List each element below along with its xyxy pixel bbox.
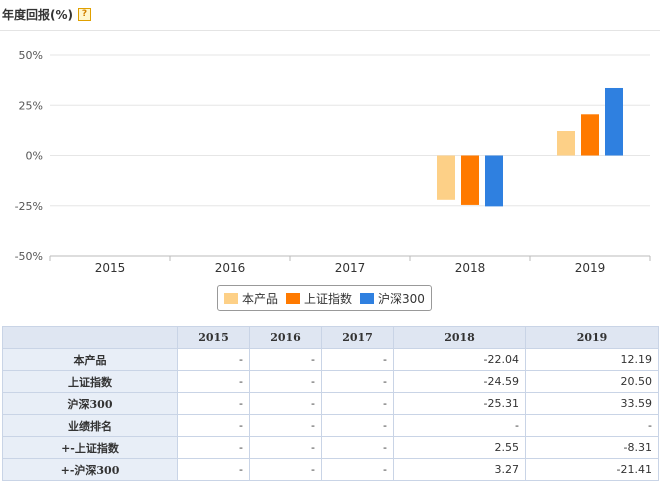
row-label: +-沪深300	[2, 458, 178, 481]
table-cell: -	[177, 370, 250, 393]
table-cell: -	[249, 458, 322, 481]
table-cell: -	[249, 348, 322, 371]
bar	[581, 114, 599, 156]
row-label: 本产品	[2, 348, 178, 371]
bar	[605, 87, 623, 156]
legend-label: 沪深300	[378, 291, 425, 306]
x-tick-label: 2018	[455, 261, 486, 275]
row-label: 沪深300	[2, 392, 178, 415]
table-body: 本产品 - - - -22.04 12.19 上证指数 - - - -24.59 20.50 沪深300…	[2, 348, 659, 481]
bar	[461, 155, 479, 205]
chart-title: 年度回报(%)	[2, 7, 73, 22]
table-cell: -	[321, 436, 394, 459]
table-cell: -	[393, 414, 526, 437]
x-tick-label: 2019	[575, 261, 606, 275]
table-cell: -	[249, 436, 322, 459]
table-row: +-沪深300- - -3.27 -21.41	[2, 458, 659, 481]
table-cell: -	[177, 392, 250, 415]
table-cell: -21.41	[525, 458, 659, 481]
table-row: 本产品 - - - -22.04 12.19	[2, 348, 659, 371]
x-tick-label: 2015	[95, 261, 126, 275]
legend-label: 本产品	[242, 291, 279, 306]
y-tick-label: 0%	[26, 150, 43, 163]
table-cell: -	[249, 370, 322, 393]
y-tick-label: 25%	[19, 99, 43, 112]
x-tick-label: 2016	[215, 261, 246, 275]
table-cell: -8.31	[525, 436, 659, 459]
column-header: 2015	[177, 326, 250, 349]
table-cell: -22.04	[393, 348, 526, 371]
column-header: 2016	[249, 326, 322, 349]
y-tick-label: -50%	[15, 250, 43, 263]
bar	[485, 155, 503, 207]
table-row: +-上证指数 - - -2.55 -8.31	[2, 436, 659, 459]
table-cell: -	[249, 414, 322, 437]
y-tick-label: -25%	[15, 200, 43, 213]
legend-swatch	[360, 292, 375, 304]
column-header: 2018	[393, 326, 526, 349]
row-label: 业绩排名	[2, 414, 178, 437]
row-label: +-上证指数	[2, 436, 178, 459]
x-tick-label: 2017	[335, 261, 366, 275]
y-tick-label: 50%	[19, 49, 43, 62]
legend-item[interactable]: 本产品	[224, 290, 278, 307]
table-cell: -	[177, 414, 250, 437]
column-header	[2, 326, 178, 349]
chart-frame: 50% 25% 0% -25% -50% 2015 2016 2017 2018 2019	[0, 30, 660, 317]
chart-header: 年度回报(%) ?	[2, 4, 91, 24]
legend-item[interactable]: 上证指数	[286, 290, 352, 307]
table-cell: 3.27	[393, 458, 526, 481]
table-row: 沪深300- - - -25.31 33.59	[2, 392, 659, 415]
table-row: 上证指数 - - - -24.59 20.50	[2, 370, 659, 393]
question-icon[interactable]: ?	[78, 7, 91, 21]
table-cell: 33.59	[525, 392, 659, 415]
row-label: 上证指数	[2, 370, 178, 393]
table-cell: 2.55	[393, 436, 526, 459]
table-cell: -	[321, 414, 394, 437]
table-cell: -24.59	[393, 370, 526, 393]
table-cell: -	[321, 348, 394, 371]
table-cell: -	[177, 458, 250, 481]
table-cell: -	[321, 392, 394, 415]
annual-return-table: 2015 2016 2017 2018 2019 本产品 - - - -22.04 12.19 上证…	[2, 326, 659, 481]
legend-swatch	[224, 292, 238, 304]
column-header: 2019	[525, 326, 659, 349]
legend-swatch	[286, 292, 301, 304]
table-cell: -	[177, 348, 250, 371]
chart-legend: 本产品 上证指数 沪深300	[217, 285, 432, 311]
table-cell: 20.50	[525, 370, 659, 393]
bar	[557, 130, 575, 156]
table-cell: 12.19	[525, 348, 659, 371]
table-cell: -	[525, 414, 659, 437]
legend-label: 上证指数	[304, 291, 353, 306]
table-cell: -	[177, 436, 250, 459]
table-cell: -	[321, 370, 394, 393]
table-cell: -25.31	[393, 392, 526, 415]
table-cell: -	[249, 392, 322, 415]
bar	[437, 155, 455, 200]
table-header-row: 2015 2016 2017 2018 2019	[2, 326, 659, 349]
legend-item[interactable]: 沪深300	[360, 290, 425, 307]
column-header: 2017	[321, 326, 394, 349]
table-cell: -	[321, 458, 394, 481]
annual-return-chart: 50% 25% 0% -25% -50% 2015 2016 2017 2018 2019	[15, 49, 651, 275]
table-row: 业绩排名 - - - - -	[2, 414, 659, 437]
